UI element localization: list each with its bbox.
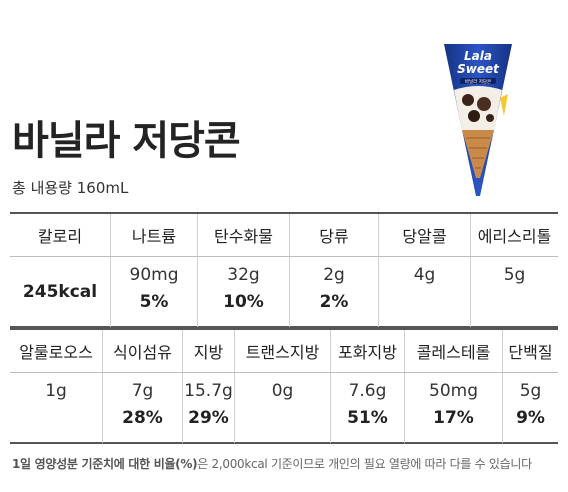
product-volume: 총 내용량 160mL xyxy=(12,179,129,197)
table1-cell: 90mg 5% xyxy=(110,257,197,327)
product-title: 바닐라 저당콘 xyxy=(12,118,241,164)
calories-value: 245kcal xyxy=(22,282,98,302)
nutrition-table-2: 알룰로오스 식이섬유 지방 트랜스지방 포화지방 콜레스테롤 단백질 1g 7g… xyxy=(10,328,558,444)
amount-value: 32g xyxy=(227,265,260,285)
table2-header: 지방 xyxy=(182,330,234,372)
table2-header: 식이섬유 xyxy=(102,330,182,372)
table2-header: 알룰로오스 xyxy=(19,343,93,362)
amount-value: 2g xyxy=(323,265,345,285)
amount-value: 1g xyxy=(45,381,67,401)
table2-header: 트랜스지방 xyxy=(234,330,330,372)
amount-value: 7.6g xyxy=(348,381,387,401)
footnote-bold: 1일 영양성분 기준치에 대한 비율(%) xyxy=(12,457,198,471)
percent-value: 10% xyxy=(223,292,264,312)
table1-header: 에리스리톨 xyxy=(470,214,558,256)
amount-value: 90mg xyxy=(129,265,179,285)
amount-value: 5g xyxy=(519,381,542,401)
footnote: 1일 영양성분 기준치에 대한 비율(%)은 2,000kcal 기준이므로 개… xyxy=(12,455,532,472)
amount-value: 0g xyxy=(271,381,294,401)
table1-cell: 5g xyxy=(470,257,558,327)
table2-header: 콜레스테롤 xyxy=(404,330,502,372)
table1-cell: 4g xyxy=(378,257,470,327)
percent-value: 5% xyxy=(139,292,169,312)
table2-cell: 7.6g 51% xyxy=(330,373,404,443)
table1-header-row: 칼로리 나트륨 탄수화물 당류 당알콜 에리스리톨 xyxy=(10,214,558,257)
table1-cell: 2g 2% xyxy=(289,257,378,327)
amount-value: 15.7g xyxy=(184,381,233,401)
table2-cell: 15.7g 29% xyxy=(182,373,234,443)
table2-cell: 0g xyxy=(234,373,330,443)
percent-value: 51% xyxy=(347,408,388,428)
table1-header: 당류 xyxy=(289,214,378,256)
nutrition-table-1: 칼로리 나트륨 탄수화물 당류 당알콜 에리스리톨 245kcal 90mg 5… xyxy=(10,212,558,328)
package-flavor-text: 바닐라 저당콘 xyxy=(465,78,491,85)
table1-values-row: 245kcal 90mg 5% 32g 10% 2g 2% 4g 5g xyxy=(10,257,558,327)
brand-logo-line2: Sweet xyxy=(457,62,500,76)
table2-header-row: 알룰로오스 식이섬유 지방 트랜스지방 포화지방 콜레스테롤 단백질 xyxy=(10,330,558,373)
table2-header: 단백질 xyxy=(502,330,558,372)
amount-value: 7g xyxy=(131,381,154,401)
ice-cream-cone-image: 바닐라 저당콘 Lala Sweet xyxy=(444,44,512,196)
percent-value: 9% xyxy=(516,408,545,428)
amount-value: 5g xyxy=(503,265,526,285)
table1-cell: 32g 10% xyxy=(197,257,289,327)
footnote-rest: 은 2,000kcal 기준이므로 개인의 필요 열량에 따라 다를 수 있습니… xyxy=(197,457,532,471)
amount-value: 50mg xyxy=(429,381,478,401)
percent-value: 2% xyxy=(319,292,349,312)
brand-logo-line1: Lala xyxy=(464,49,492,63)
table1-header: 당알콜 xyxy=(378,214,470,256)
table1-header: 나트륨 xyxy=(110,214,197,256)
percent-value: 17% xyxy=(433,408,474,428)
table1-header: 칼로리 xyxy=(37,227,83,246)
table2-header: 포화지방 xyxy=(330,330,404,372)
percent-value: 28% xyxy=(122,408,163,428)
table2-values-row: 1g 7g 28% 15.7g 29% 0g 7.6g 51% 50mg 17%… xyxy=(10,373,558,443)
table2-cell: 5g 9% xyxy=(502,373,558,443)
table1-header: 탄수화물 xyxy=(197,214,289,256)
table2-cell: 50mg 17% xyxy=(404,373,502,443)
table2-cell: 7g 28% xyxy=(102,373,182,443)
table2-cell: 1g xyxy=(10,373,102,443)
percent-value: 29% xyxy=(188,408,229,428)
amount-value: 4g xyxy=(413,265,436,285)
